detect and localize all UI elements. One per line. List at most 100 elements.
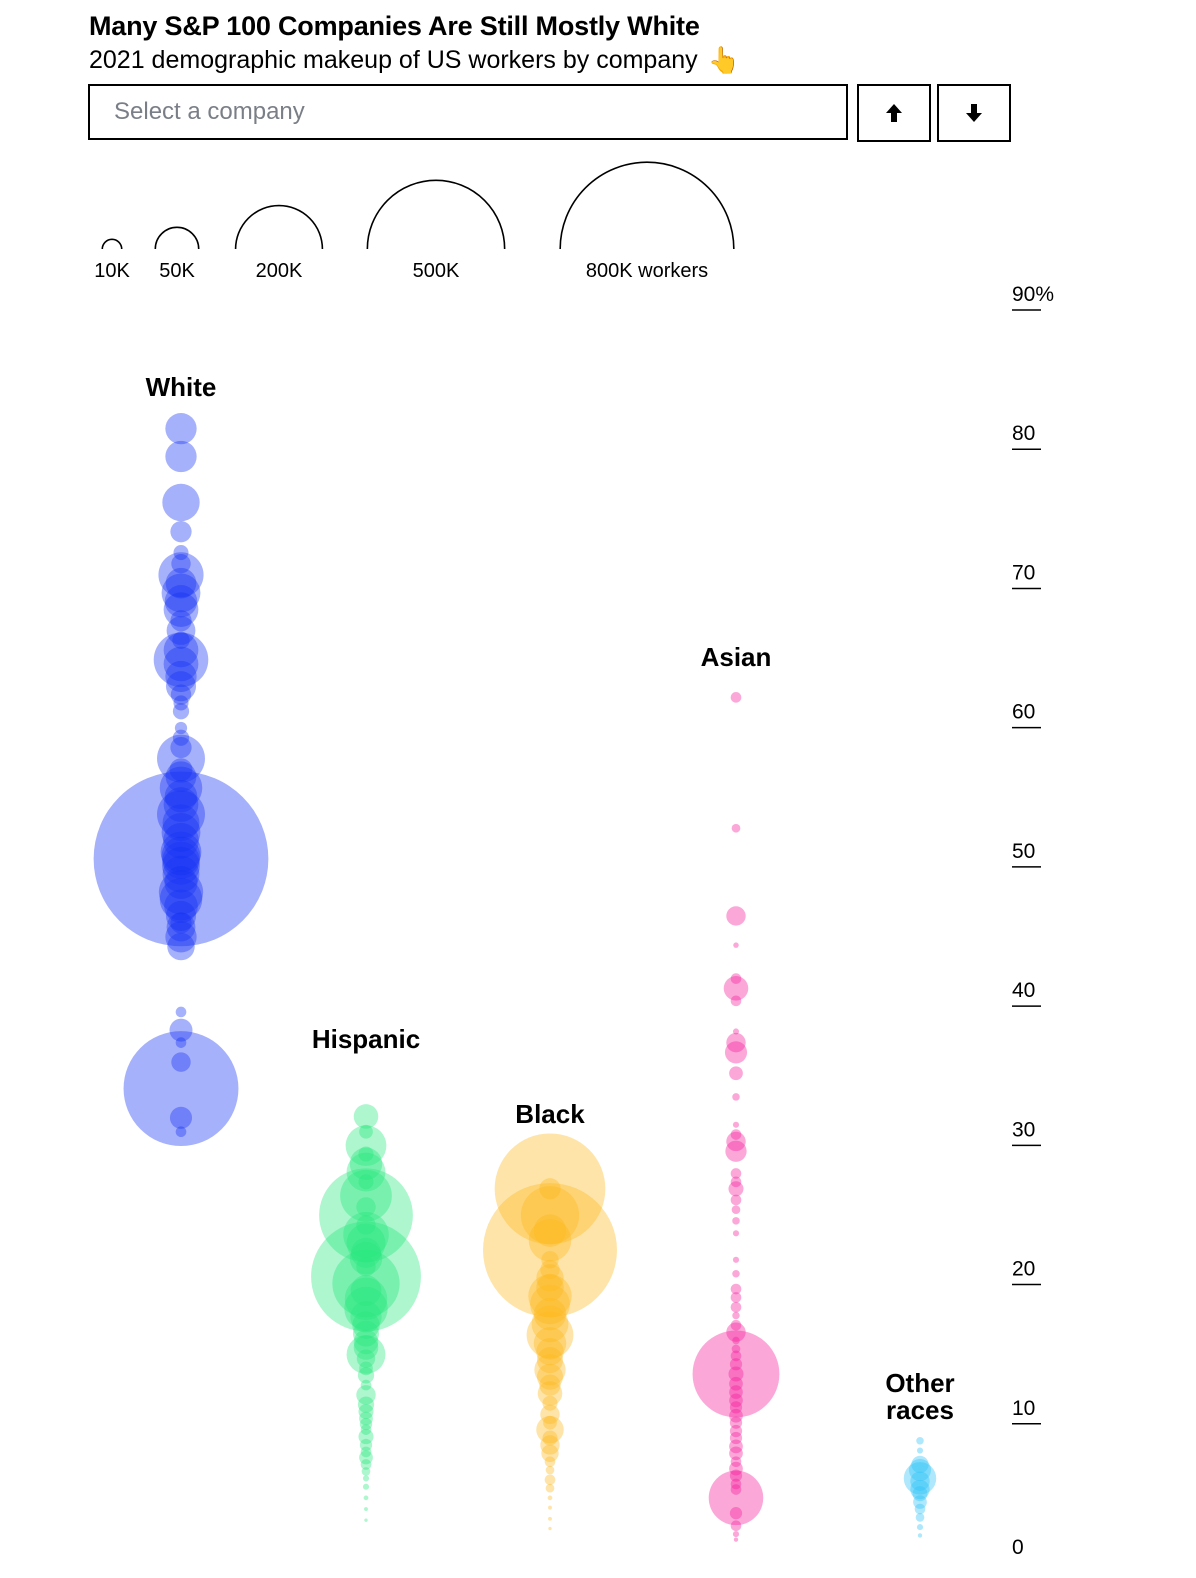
company-bubble[interactable] xyxy=(732,1336,740,1345)
company-bubble[interactable] xyxy=(162,483,200,522)
company-bubble[interactable] xyxy=(913,1495,927,1509)
company-bubble[interactable] xyxy=(165,412,197,445)
company-bubble[interactable] xyxy=(730,1283,742,1295)
company-bubble[interactable] xyxy=(537,1381,563,1406)
company-bubble[interactable] xyxy=(161,573,201,613)
company-bubble[interactable] xyxy=(530,1284,570,1325)
company-bubble[interactable] xyxy=(545,1483,555,1493)
company-bubble[interactable] xyxy=(172,729,190,746)
company-bubble[interactable] xyxy=(159,877,203,921)
company-bubble[interactable] xyxy=(729,1066,743,1081)
company-bubble[interactable] xyxy=(153,632,209,688)
company-bubble[interactable] xyxy=(360,1446,372,1458)
company-bubble[interactable] xyxy=(916,1447,924,1454)
company-bubble[interactable] xyxy=(726,1322,746,1342)
company-bubble[interactable] xyxy=(731,1344,741,1354)
company-bubble[interactable] xyxy=(730,1301,742,1313)
company-bubble[interactable] xyxy=(728,1366,744,1382)
company-bubble[interactable] xyxy=(732,1217,740,1225)
company-bubble[interactable] xyxy=(169,1106,193,1129)
company-bubble[interactable] xyxy=(729,1393,743,1408)
company-bubble[interactable] xyxy=(541,1251,559,1269)
company-bubble[interactable] xyxy=(730,1176,742,1188)
company-bubble[interactable] xyxy=(730,1129,742,1140)
company-bubble[interactable] xyxy=(732,1230,740,1237)
company-bubble[interactable] xyxy=(536,1347,564,1374)
company-bubble[interactable] xyxy=(165,671,197,702)
company-bubble[interactable] xyxy=(163,787,199,822)
company-bubble[interactable] xyxy=(343,1211,389,1258)
company-bubble[interactable] xyxy=(356,1385,376,1405)
company-bubble[interactable] xyxy=(726,1131,746,1152)
company-bubble[interactable] xyxy=(172,703,190,720)
company-bubble[interactable] xyxy=(353,1104,379,1129)
company-bubble[interactable] xyxy=(162,804,200,842)
company-bubble[interactable] xyxy=(165,440,197,473)
company-bubble[interactable] xyxy=(364,1518,368,1522)
company-bubble[interactable] xyxy=(729,1385,743,1399)
company-bubble[interactable] xyxy=(733,1537,739,1542)
company-bubble[interactable] xyxy=(912,1486,928,1502)
company-bubble[interactable] xyxy=(729,1401,743,1414)
company-bubble[interactable] xyxy=(730,1194,742,1206)
company-bubble[interactable] xyxy=(533,1327,567,1360)
company-bubble[interactable] xyxy=(539,1374,561,1396)
company-bubble[interactable] xyxy=(93,771,269,947)
company-bubble[interactable] xyxy=(534,1354,566,1386)
company-bubble[interactable] xyxy=(359,1124,373,1139)
company-bubble[interactable] xyxy=(169,758,193,782)
company-bubble[interactable] xyxy=(536,1363,564,1390)
company-bubble[interactable] xyxy=(364,1507,368,1511)
company-bubble[interactable] xyxy=(732,1121,740,1128)
company-bubble[interactable] xyxy=(729,1408,743,1423)
company-bubble[interactable] xyxy=(730,1520,742,1532)
company-bubble[interactable] xyxy=(732,1269,740,1278)
company-bubble[interactable] xyxy=(732,1093,740,1101)
company-bubble[interactable] xyxy=(332,1249,400,1318)
company-bubble[interactable] xyxy=(175,1126,187,1138)
company-bubble[interactable] xyxy=(350,1237,382,1268)
company-bubble[interactable] xyxy=(344,1277,388,1321)
company-bubble[interactable] xyxy=(729,1469,743,1482)
company-bubble[interactable] xyxy=(345,1125,387,1167)
company-bubble[interactable] xyxy=(729,1439,743,1454)
company-bubble[interactable] xyxy=(356,1257,376,1277)
company-bubble[interactable] xyxy=(157,734,205,783)
company-bubble[interactable] xyxy=(360,1424,372,1435)
company-bubble[interactable] xyxy=(729,1446,743,1461)
company-bubble[interactable] xyxy=(165,921,197,953)
company-bubble[interactable] xyxy=(175,1006,187,1018)
company-bubble[interactable] xyxy=(164,585,198,618)
company-bubble[interactable] xyxy=(170,684,192,705)
company-bubble[interactable] xyxy=(173,695,189,711)
company-bubble[interactable] xyxy=(540,1259,560,1280)
company-bubble[interactable] xyxy=(359,1438,373,1452)
company-bubble[interactable] xyxy=(175,1037,187,1048)
company-bubble[interactable] xyxy=(547,1495,553,1501)
company-bubble[interactable] xyxy=(903,1462,937,1495)
company-bubble[interactable] xyxy=(167,932,195,961)
company-bubble[interactable] xyxy=(528,1274,572,1318)
company-bubble[interactable] xyxy=(319,1168,413,1263)
company-bubble[interactable] xyxy=(174,721,188,735)
company-bubble[interactable] xyxy=(358,1404,374,1420)
company-bubble[interactable] xyxy=(162,846,200,885)
company-bubble[interactable] xyxy=(170,736,192,759)
company-bubble[interactable] xyxy=(910,1471,930,1491)
company-bubble[interactable] xyxy=(733,942,739,948)
company-bubble[interactable] xyxy=(165,761,197,793)
company-bubble[interactable] xyxy=(729,1507,743,1520)
company-bubble[interactable] xyxy=(730,692,742,703)
company-bubble[interactable] xyxy=(357,1367,375,1384)
company-bubble[interactable] xyxy=(164,889,198,924)
company-bubble[interactable] xyxy=(728,1181,744,1197)
company-bubble[interactable] xyxy=(356,1197,376,1217)
company-bubble[interactable] xyxy=(726,1032,746,1053)
company-bubble[interactable] xyxy=(526,1311,574,1359)
company-bubble[interactable] xyxy=(548,1505,552,1510)
company-bubble[interactable] xyxy=(362,1475,370,1482)
company-bubble[interactable] xyxy=(540,1435,560,1455)
company-bubble[interactable] xyxy=(548,1526,552,1531)
company-bubble[interactable] xyxy=(908,1458,932,1482)
company-bubble[interactable] xyxy=(358,1146,374,1162)
